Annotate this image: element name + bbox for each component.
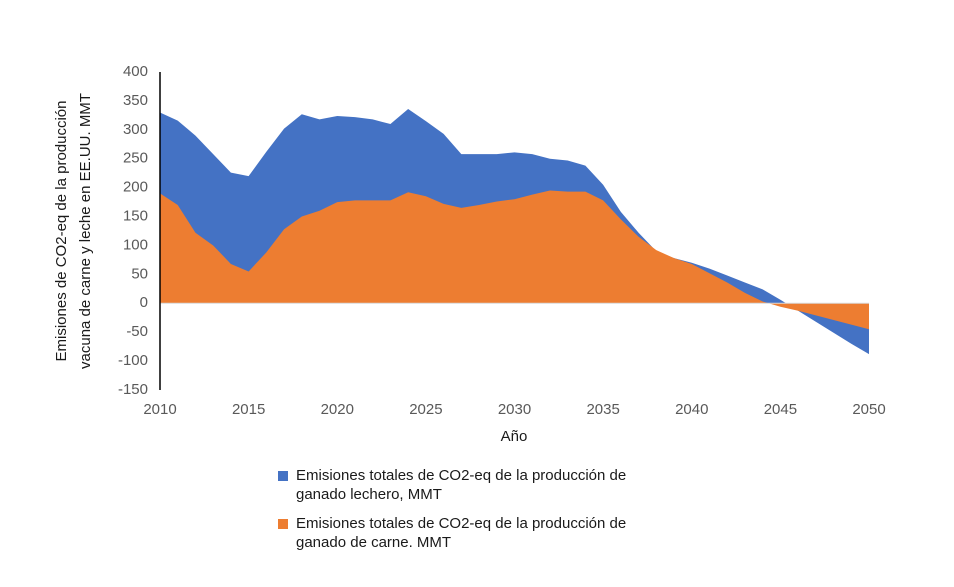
x-tick-label: 2050 bbox=[852, 401, 885, 418]
x-tick-label: 2030 bbox=[498, 401, 531, 418]
x-tick-label: 2045 bbox=[764, 401, 797, 418]
x-axis-label: Año bbox=[501, 428, 528, 445]
y-tick-label: 100 bbox=[123, 236, 148, 253]
y-tick-label: 150 bbox=[123, 208, 148, 225]
legend-label: Emisiones totales de CO2-eq de la produc… bbox=[296, 467, 627, 503]
area bbox=[160, 190, 869, 330]
legend-entry: Emisiones totales de CO2-eq de la produc… bbox=[278, 514, 678, 552]
x-tick-label: 2010 bbox=[143, 401, 176, 418]
y-tick-label: 300 bbox=[123, 121, 148, 138]
x-tick-label: 2020 bbox=[321, 401, 354, 418]
y-tick-label: 200 bbox=[123, 179, 148, 196]
y-tick-label: 350 bbox=[123, 92, 148, 109]
y-tick-label: -100 bbox=[118, 352, 148, 369]
y-tick-label: -150 bbox=[118, 381, 148, 398]
x-tick-label: 2040 bbox=[675, 401, 708, 418]
y-tick-label: 50 bbox=[131, 265, 148, 282]
legend-swatch bbox=[278, 471, 288, 481]
plot-area bbox=[160, 109, 869, 355]
x-tick-label: 2035 bbox=[586, 401, 619, 418]
y-axis-label: Emisiones de CO2-eq de la producción bbox=[53, 101, 70, 362]
y-tick-label: 0 bbox=[140, 294, 148, 311]
legend-swatch bbox=[278, 519, 288, 529]
legend-entry: Emisiones totales de CO2-eq de la produc… bbox=[278, 466, 678, 504]
y-axis-label: vacuna de carne y leche en EE.UU. MMT bbox=[77, 93, 94, 369]
y-tick-label: -50 bbox=[126, 323, 148, 340]
x-tick-label: 2025 bbox=[409, 401, 442, 418]
y-tick-label: 250 bbox=[123, 150, 148, 167]
x-tick-label: 2015 bbox=[232, 401, 265, 418]
legend-label: Emisiones totales de CO2-eq de la produc… bbox=[296, 515, 627, 551]
legend: Emisiones totales de CO2-eq de la produc… bbox=[278, 466, 678, 562]
y-tick-label: 400 bbox=[123, 63, 148, 80]
